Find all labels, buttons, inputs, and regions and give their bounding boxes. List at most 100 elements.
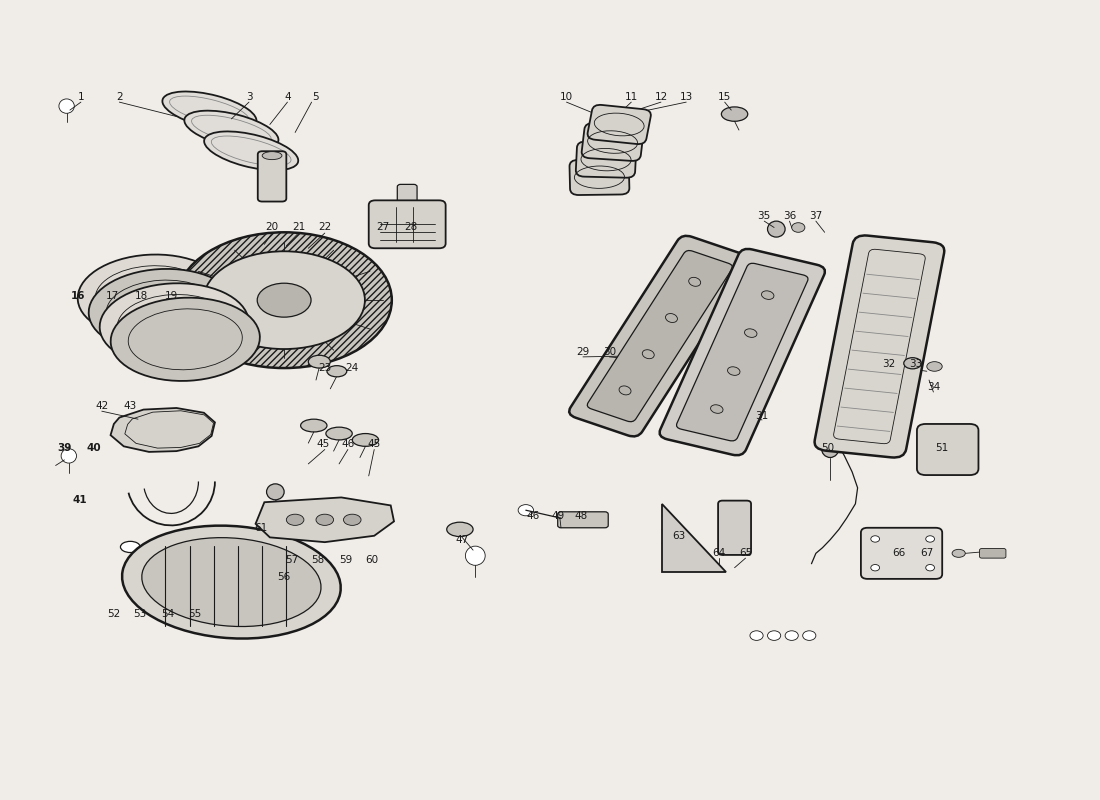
Ellipse shape (326, 427, 352, 440)
Ellipse shape (176, 232, 392, 368)
Ellipse shape (144, 548, 164, 559)
Ellipse shape (59, 99, 75, 114)
Ellipse shape (750, 630, 763, 640)
Ellipse shape (185, 110, 278, 150)
Ellipse shape (266, 484, 284, 500)
Text: 21: 21 (292, 222, 305, 233)
Ellipse shape (100, 283, 249, 366)
Ellipse shape (711, 405, 723, 414)
Ellipse shape (465, 546, 485, 566)
Ellipse shape (761, 291, 774, 299)
Text: 15: 15 (718, 91, 732, 102)
Ellipse shape (327, 366, 346, 377)
Text: 11: 11 (625, 91, 638, 102)
Ellipse shape (642, 350, 654, 358)
Ellipse shape (343, 514, 361, 526)
FancyBboxPatch shape (718, 501, 751, 555)
Text: 59: 59 (339, 554, 352, 565)
Ellipse shape (316, 514, 333, 526)
Ellipse shape (89, 269, 238, 352)
Text: 12: 12 (654, 91, 668, 102)
Ellipse shape (122, 526, 341, 638)
Text: 64: 64 (713, 548, 726, 558)
Text: 24: 24 (345, 363, 359, 373)
Text: 61: 61 (254, 522, 267, 533)
Text: 52: 52 (107, 609, 121, 619)
Text: 10: 10 (560, 91, 573, 102)
Text: 32: 32 (882, 359, 895, 369)
Text: 31: 31 (756, 411, 769, 421)
Ellipse shape (352, 434, 378, 446)
Text: 5: 5 (312, 91, 319, 102)
Ellipse shape (447, 522, 473, 537)
FancyBboxPatch shape (980, 549, 1005, 558)
FancyBboxPatch shape (917, 424, 979, 475)
Text: 48: 48 (574, 510, 587, 521)
Text: 47: 47 (455, 534, 469, 545)
Ellipse shape (163, 91, 256, 130)
Text: 46: 46 (527, 510, 540, 521)
Text: 13: 13 (680, 91, 693, 102)
Text: 39: 39 (57, 443, 72, 453)
Ellipse shape (822, 438, 839, 458)
Text: 36: 36 (783, 211, 796, 222)
Ellipse shape (120, 542, 140, 553)
Ellipse shape (204, 251, 365, 349)
Text: 2: 2 (116, 91, 123, 102)
FancyBboxPatch shape (582, 123, 643, 161)
Text: 22: 22 (318, 222, 331, 233)
FancyBboxPatch shape (575, 142, 636, 178)
Text: 51: 51 (936, 443, 949, 453)
Text: 18: 18 (134, 291, 147, 301)
Ellipse shape (904, 358, 922, 369)
Text: 4: 4 (284, 91, 290, 102)
Ellipse shape (300, 419, 327, 432)
Ellipse shape (257, 283, 311, 317)
FancyBboxPatch shape (257, 151, 286, 202)
Text: 58: 58 (311, 554, 324, 565)
Ellipse shape (768, 630, 781, 640)
Ellipse shape (745, 329, 757, 338)
Ellipse shape (871, 565, 880, 571)
Ellipse shape (78, 254, 227, 338)
Text: 50: 50 (822, 443, 835, 453)
Text: 27: 27 (376, 222, 389, 233)
Ellipse shape (926, 565, 935, 571)
FancyBboxPatch shape (397, 184, 417, 203)
Text: 67: 67 (921, 548, 934, 558)
Text: 34: 34 (927, 382, 940, 392)
Ellipse shape (722, 107, 748, 122)
Ellipse shape (286, 514, 304, 526)
Ellipse shape (871, 536, 880, 542)
Ellipse shape (111, 298, 260, 381)
Text: 54: 54 (161, 609, 174, 619)
Text: 65: 65 (739, 548, 752, 558)
FancyBboxPatch shape (368, 200, 446, 248)
Text: 3: 3 (245, 91, 252, 102)
Text: 45: 45 (316, 439, 329, 449)
Text: 28: 28 (404, 222, 417, 233)
Ellipse shape (689, 278, 701, 286)
FancyBboxPatch shape (570, 159, 629, 195)
Ellipse shape (142, 538, 321, 626)
Ellipse shape (62, 449, 77, 463)
Ellipse shape (308, 355, 330, 368)
Polygon shape (662, 504, 726, 572)
Text: 45: 45 (367, 439, 381, 449)
Text: 53: 53 (133, 609, 146, 619)
Text: 16: 16 (70, 291, 85, 301)
FancyBboxPatch shape (569, 236, 750, 437)
Text: 42: 42 (95, 402, 109, 411)
FancyBboxPatch shape (660, 249, 825, 455)
Text: 33: 33 (910, 359, 923, 369)
Text: 46: 46 (341, 439, 354, 449)
Ellipse shape (133, 414, 157, 427)
Ellipse shape (927, 362, 943, 371)
Text: 60: 60 (365, 554, 378, 565)
Text: 1: 1 (78, 91, 85, 102)
Ellipse shape (518, 505, 534, 516)
Text: 66: 66 (893, 548, 906, 558)
Text: 20: 20 (265, 222, 278, 233)
Text: 35: 35 (758, 211, 771, 222)
Ellipse shape (785, 630, 799, 640)
